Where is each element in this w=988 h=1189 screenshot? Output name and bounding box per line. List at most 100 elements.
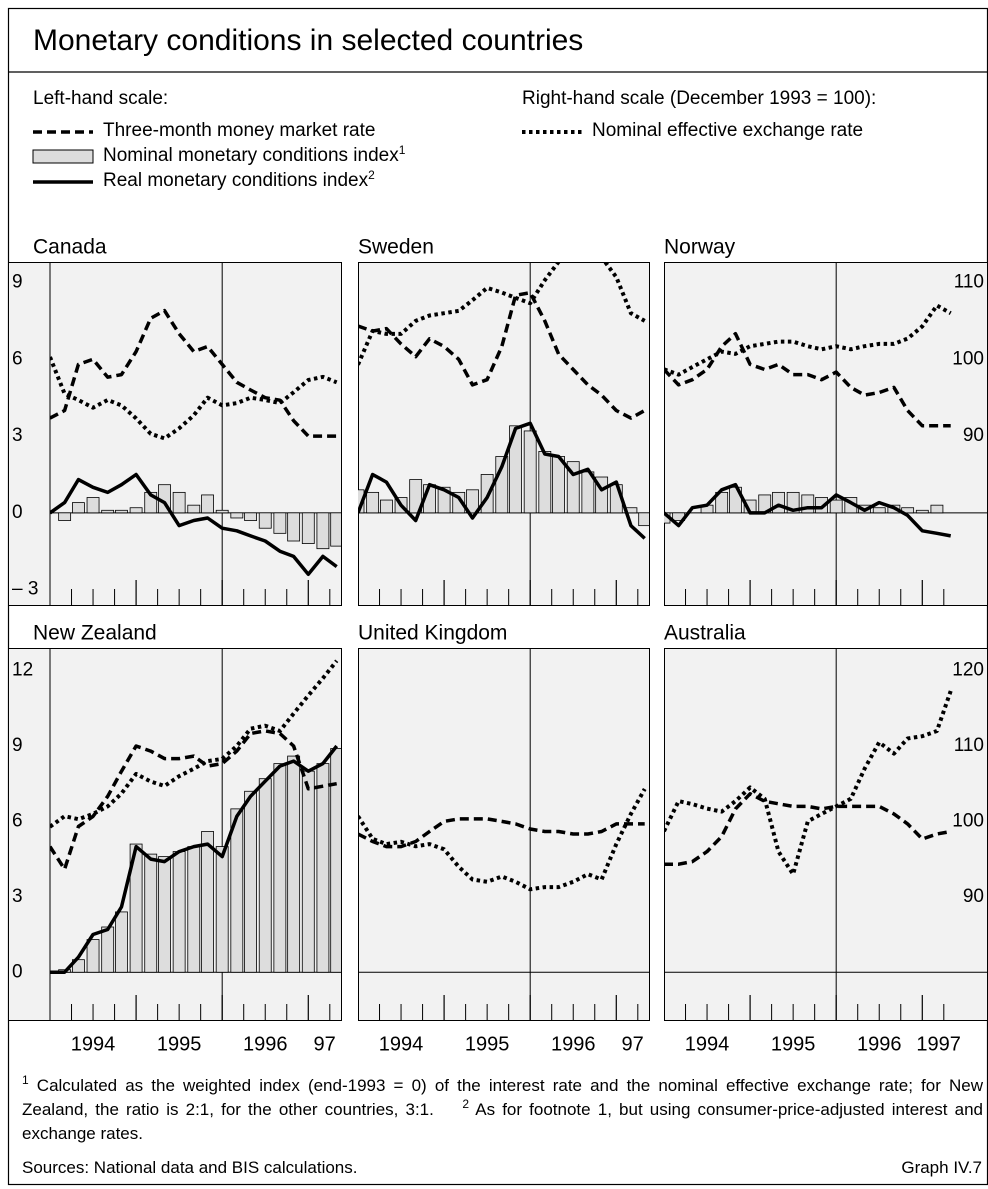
bar: [872, 507, 886, 514]
bar: [172, 491, 186, 514]
bar: [273, 512, 287, 534]
panel-title: United Kingdom: [358, 622, 507, 645]
x-tick-label: 1997: [916, 1033, 961, 1055]
bar: [101, 926, 115, 973]
y2-tick-label: 100: [952, 348, 984, 369]
solid-line: [358, 421, 646, 540]
y2-tick-label: 110: [954, 272, 984, 293]
footnotes: 1 Calculated as the weighted index (end-…: [22, 1074, 983, 1146]
y2-tick-label: 90: [963, 425, 984, 446]
bar: [115, 509, 128, 514]
x-tick-label: 1994: [379, 1033, 424, 1055]
dotted-line: [50, 659, 339, 829]
dashed-line: [358, 290, 646, 420]
y-tick-label: 0: [12, 961, 23, 982]
bar: [330, 748, 341, 973]
y-tick-label: 6: [12, 810, 23, 831]
bar: [215, 846, 229, 973]
dashed-line: [50, 308, 337, 438]
bar: [230, 808, 244, 973]
legend-label: Nominal effective exchange rate: [592, 120, 864, 141]
bar: [187, 846, 201, 973]
bar: [230, 512, 244, 519]
legend-icon: [32, 149, 94, 164]
bar: [101, 509, 115, 514]
bar: [409, 479, 423, 514]
dashed-line: [358, 817, 645, 849]
y-tick-label: 3: [12, 886, 23, 907]
bar: [244, 512, 258, 521]
y-tick-label: – 3: [12, 579, 38, 600]
panel-frame: [664, 648, 988, 1021]
plot-area: [50, 659, 341, 974]
bar: [509, 425, 522, 514]
legend-note: 1: [398, 143, 406, 157]
legend-entry: Nominal effective exchange rate: [592, 120, 863, 142]
bar: [187, 504, 201, 514]
bar: [244, 790, 258, 973]
y-tick-label: 9: [12, 271, 23, 292]
bar: [366, 491, 380, 514]
panel-title: New Zealand: [33, 622, 157, 645]
panel-title: Norway: [664, 236, 736, 259]
panel-title: Sweden: [358, 236, 434, 259]
bar: [287, 512, 301, 542]
panel-title: Canada: [33, 236, 107, 259]
bar: [129, 507, 143, 514]
y-tick-label: 3: [12, 425, 23, 446]
y2-tick-label: 120: [952, 660, 984, 681]
x-tick-label: 1994: [71, 1033, 116, 1055]
legend-entry: Real monetary conditions index2: [103, 168, 375, 192]
bar: [287, 755, 301, 973]
plot-area: [664, 303, 952, 538]
bar: [115, 911, 128, 973]
bar: [72, 502, 85, 514]
y-tick-label: 9: [12, 735, 23, 756]
panel-frame: [358, 262, 650, 606]
bar: [915, 509, 929, 514]
plot-area: [50, 308, 341, 577]
graph-id: Graph IV.7: [901, 1158, 982, 1177]
plot-area: [358, 262, 649, 540]
footnote-marker: 2: [462, 1097, 470, 1111]
bar: [201, 494, 214, 514]
legend-note: 2: [368, 168, 375, 182]
bar: [466, 489, 479, 514]
y2-tick-label: 100: [952, 810, 984, 831]
bar: [172, 851, 186, 973]
dotted-line: [358, 788, 647, 892]
solid-line: [50, 744, 339, 974]
x-tick-label: 1996: [243, 1033, 288, 1055]
bar: [437, 486, 451, 514]
dashed-line: [664, 331, 951, 428]
legend-heading: Left-hand scale:: [33, 88, 169, 109]
x-tick-label: 1996: [857, 1033, 902, 1055]
y2-tick-label: 90: [963, 886, 984, 907]
dashed-line: [50, 729, 338, 871]
bar: [829, 499, 843, 514]
x-tick-label: 97: [314, 1033, 336, 1055]
panel-frame: [8, 262, 342, 606]
x-tick-label: 1995: [157, 1033, 202, 1055]
bar: [930, 504, 944, 514]
x-tick-label: 1995: [465, 1033, 510, 1055]
bar: [638, 512, 649, 527]
panel-title: Australia: [664, 622, 746, 645]
page-title: Monetary conditions in selected countrie…: [33, 24, 584, 57]
legend-entry: Three-month money market rate: [103, 120, 375, 142]
plot-area: [664, 690, 953, 877]
footnote-text: Calculated as the weighted index (end-19…: [22, 1076, 983, 1119]
y-tick-label: 12: [12, 660, 33, 681]
bar: [86, 497, 100, 514]
bar: [86, 939, 100, 973]
footnote-text: As for footnote 1, but using consumer-pr…: [22, 1100, 983, 1143]
dotted-line: [664, 690, 953, 877]
legend-label: Three-month money market rate: [103, 120, 376, 141]
legend-heading: Right-hand scale (December 1993 = 100):: [522, 88, 877, 109]
bar: [129, 843, 143, 973]
x-tick-label: 1996: [551, 1033, 596, 1055]
bar: [316, 512, 330, 550]
solid-line: [664, 482, 952, 538]
bar: [301, 770, 315, 973]
